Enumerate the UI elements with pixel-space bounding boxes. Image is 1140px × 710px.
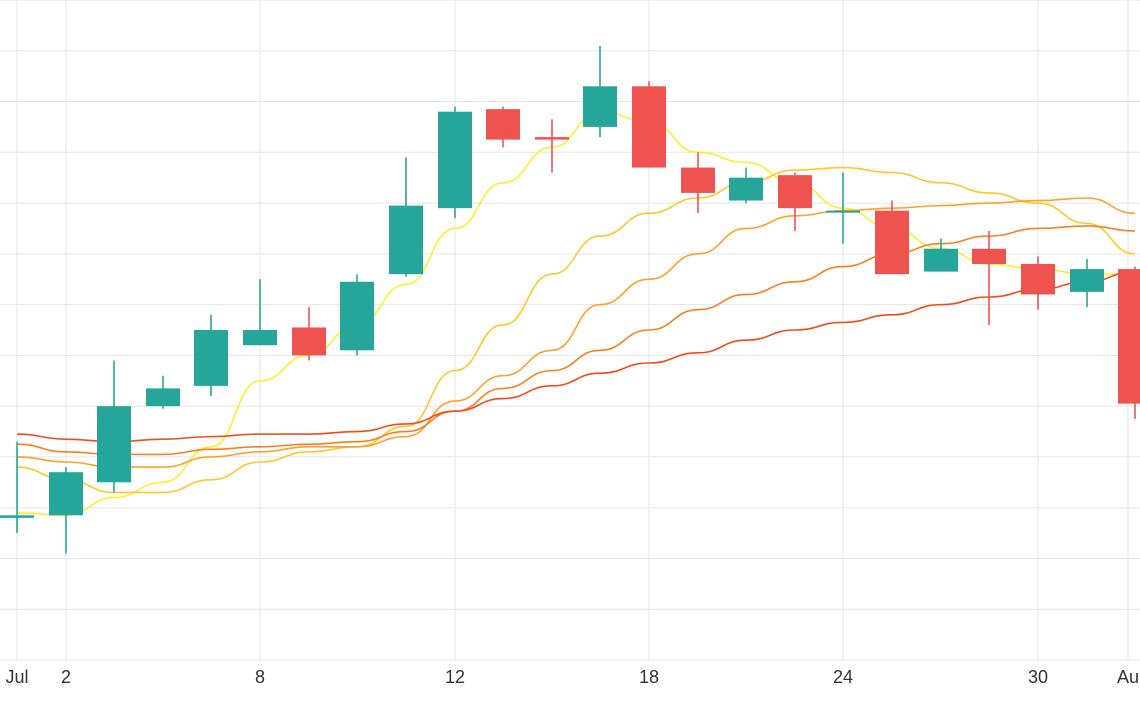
candle-body [875,210,909,275]
candle-body [340,281,374,351]
candle [389,157,423,277]
moving-average-line-3 [16,197,1136,468]
candle-body [243,330,277,346]
candle [340,274,374,356]
candle [146,375,180,409]
x-tick-label: 24 [833,667,853,687]
candle-body [0,515,34,518]
candle-body [292,327,326,356]
candle-body [486,109,520,140]
candle [1118,266,1140,419]
moving-average-lines [16,110,1136,517]
candle [583,45,617,138]
x-tick-label: 8 [255,667,265,687]
candle-body [194,330,228,386]
candle-body [924,248,958,272]
x-tick-label: Jul [5,667,28,687]
candle [97,360,131,493]
candle [924,238,958,272]
candle [486,106,520,148]
candle [49,467,83,554]
candle-body [826,210,860,213]
candle [826,172,860,244]
moving-average-line-1 [16,110,1135,517]
candle [972,231,1006,325]
candle-body [146,388,180,407]
candle [292,307,326,361]
candle [632,81,666,168]
candle [1021,256,1055,310]
candle [778,172,812,231]
candle-body [729,177,763,201]
candle [681,152,715,214]
candle [194,314,228,396]
candle-body [438,111,472,209]
candle-body [1070,269,1104,292]
x-tick-label: 2 [61,667,71,687]
candle-body [1021,264,1055,295]
candles [0,45,1140,554]
candle-body [681,167,715,193]
x-tick-label: Au [1117,667,1139,687]
candle [535,119,569,173]
candle-body [97,406,131,483]
candle-body [1118,269,1140,404]
x-tick-label: 12 [445,667,465,687]
x-tick-label: 30 [1028,667,1048,687]
candle-body [972,248,1006,264]
candle [875,200,909,275]
candle-body [583,86,617,127]
candle-body [535,137,569,140]
x-tick-label: 18 [639,667,659,687]
chart-grid [0,0,1140,661]
moving-average-line-2 [16,166,1136,494]
candle-body [49,472,83,516]
candle [0,441,34,534]
candle [1070,258,1104,308]
candle-body [778,175,812,209]
moving-average-line-5 [16,270,1136,443]
candle [243,279,277,346]
candle-body [632,86,666,168]
moving-average-line-4 [16,225,1136,456]
candle [729,167,763,204]
candle [438,106,472,219]
candle-body [389,205,423,275]
x-axis-tick-labels: Jul 2 8 12 18 24 30 Au [5,667,1139,687]
